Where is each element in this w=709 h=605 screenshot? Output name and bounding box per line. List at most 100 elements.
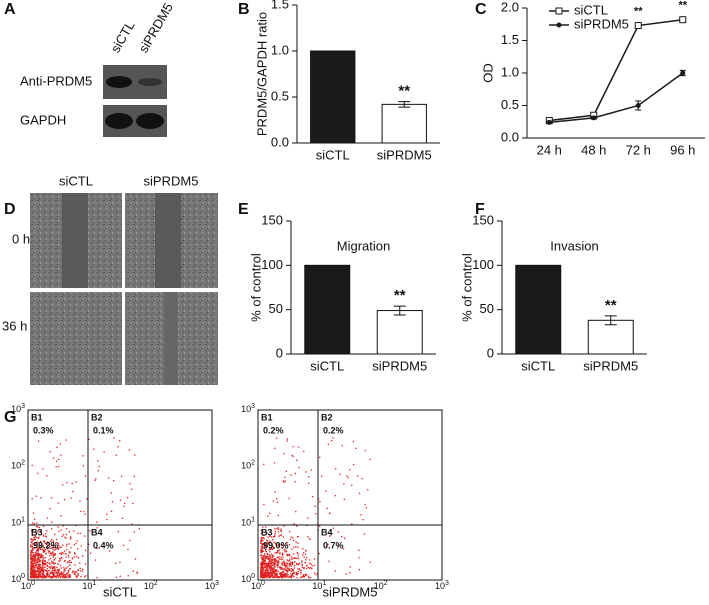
event-dot [32,549,34,551]
event-dot [339,473,341,476]
event-dot [284,576,286,579]
event-dot [43,569,45,571]
event-dot [260,556,263,558]
event-dot [310,567,312,569]
event-dot [38,572,40,575]
event-dot [290,474,292,476]
event-dot [281,575,283,577]
event-dot [42,551,45,553]
event-dot [65,553,67,555]
event-dot [33,570,36,572]
event-dot [71,557,74,559]
event-dot [360,514,362,516]
event-dot [38,556,40,559]
event-dot [282,553,284,555]
event-dot [52,556,54,558]
event-dot [80,545,82,547]
quadrant-name: B3 [31,527,43,537]
event-dot [260,570,262,572]
event-dot [42,576,44,579]
event-dot [34,553,36,556]
event-dot [59,573,61,575]
event-dot [283,563,286,566]
bar [310,50,356,144]
event-dot [68,556,70,558]
y-tick-label: 2.0 [501,0,519,14]
event-dot [47,547,49,549]
event-dot [269,555,272,557]
event-dot [286,575,288,577]
event-dot [267,542,269,544]
event-dot [58,574,61,576]
error-bar [604,315,617,326]
event-dot [307,536,309,538]
event-dot [260,554,262,557]
event-dot [82,555,84,557]
significance: ** [678,0,687,12]
event-dot [273,569,276,571]
tick-label: 100 [11,573,25,585]
event-dot [277,544,279,546]
event-dot [267,553,269,556]
event-dot [296,576,298,579]
event-dot [277,527,279,529]
event-dot [313,558,316,560]
x-tick-label: siPRDM5 [583,358,638,373]
event-dot [53,559,56,561]
event-dot [46,544,48,546]
event-dot [268,567,270,570]
event-dot [31,545,34,547]
quadrant-name: B1 [31,412,43,422]
event-dot [41,567,43,569]
event-dot [286,563,289,565]
error-bar [393,305,406,316]
event-dot [264,573,267,575]
event-dot [45,543,47,545]
tick-exp: 3 [251,403,255,410]
event-dot [59,557,61,560]
event-dot [129,539,131,542]
marker [635,103,641,108]
event-dot [35,551,37,553]
event-dot [114,562,117,565]
event-dot [266,573,268,575]
tick-base: 10 [374,581,384,591]
event-dot [288,553,290,556]
event-dot [56,573,59,575]
event-dot [326,507,328,510]
event-dot [266,540,268,542]
event-dot [39,548,42,551]
event-dot [289,568,291,570]
event-dot [261,568,263,570]
event-dot [79,562,81,564]
event-dot [264,545,266,547]
event-dot [274,563,276,565]
event-dot [281,547,284,549]
event-dot [52,569,54,572]
event-dot [30,561,33,563]
event-dot [60,553,63,556]
event-dot [62,572,64,575]
event-dot [42,545,45,547]
event-dot [290,576,292,579]
event-dot [362,519,364,521]
event-dot [290,556,293,558]
event-dot [290,565,292,567]
significance: ** [634,5,643,17]
event-dot [273,572,276,574]
event-dot [273,547,275,549]
event-dot [287,554,289,556]
legend-marker [556,22,562,28]
event-dot [57,576,59,579]
event-dot [286,570,288,572]
event-dot [73,570,75,572]
event-dot [39,569,41,571]
event-dot [297,536,299,538]
event-dot [40,568,42,571]
event-dot [307,575,310,577]
event-dot [264,562,267,564]
event-dot [44,576,47,579]
event-dot [275,552,278,554]
event-dot [264,572,266,574]
event-dot [84,475,87,477]
